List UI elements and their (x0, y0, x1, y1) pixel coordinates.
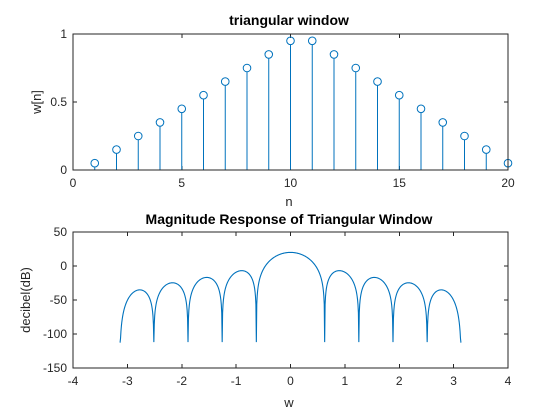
stem-marker (155, 118, 165, 127)
stem-plot-ytick-label: 0.5 (50, 95, 67, 109)
stem-plot-series (90, 36, 513, 170)
magnitude-plot-xtick-label: -1 (231, 374, 242, 388)
stem-plot-ylabel: w[n] (29, 90, 44, 115)
stem-plot-xtick-label: 5 (178, 176, 185, 190)
stem-marker (438, 118, 448, 127)
stem-marker (112, 145, 121, 154)
stem-plot-axes: triangular window n w[n] 0 5 10 15 20 0 0.5 1 (29, 12, 515, 209)
magnitude-plot-xtick-label: -4 (68, 374, 79, 388)
stem-marker (177, 104, 187, 114)
magnitude-plot-xtick-label: 3 (450, 374, 457, 388)
magnitude-plot-ytick-label: -50 (50, 293, 68, 307)
stem-plot-xtick-label: 20 (501, 176, 515, 190)
stem-marker (351, 63, 361, 73)
stem-marker (481, 145, 491, 154)
stem-marker (460, 131, 469, 141)
stem-plot-xlabel: n (285, 194, 292, 209)
magnitude-plot-ytick-label: -150 (43, 361, 67, 375)
magnitude-plot-xtick-label: 2 (396, 374, 403, 388)
stem-marker (307, 36, 317, 46)
stem-plot-ticks: 0 5 10 15 20 0 0.5 1 (50, 27, 515, 190)
stem-marker (220, 77, 230, 86)
stem-marker (394, 90, 404, 100)
stem-marker (416, 104, 426, 114)
magnitude-plot-frame (72, 231, 509, 369)
magnitude-plot-xtick-label: -3 (122, 374, 133, 388)
magnitude-plot-title: Magnitude Response of Triangular Window (146, 211, 433, 227)
magnitude-plot-ytick-label: -100 (43, 327, 67, 341)
magnitude-plot-xtick-label: -2 (176, 374, 187, 388)
magnitude-plot-ytick-label: 50 (54, 225, 68, 239)
stem-marker (286, 36, 295, 46)
magnitude-plot-xtick-label: 4 (505, 374, 512, 388)
stem-marker (242, 63, 252, 73)
stem-plot-xtick-label: 0 (70, 176, 77, 190)
stem-plot-ytick-label: 1 (60, 27, 67, 41)
stem-plot-xtick-label: 10 (284, 176, 298, 190)
stem-marker (264, 50, 274, 59)
magnitude-plot-axes: Magnitude Response of Triangular Window … (18, 211, 512, 410)
magnitude-plot-xtick-label: 0 (287, 374, 294, 388)
stem-marker (199, 90, 208, 100)
magnitude-plot-xtick-label: 1 (342, 374, 349, 388)
stem-marker (373, 77, 382, 86)
stem-plot-ytick-label: 0 (60, 163, 67, 177)
stem-plot-title: triangular window (229, 12, 349, 28)
magnitude-plot-ylabel: decibel(dB) (18, 267, 33, 333)
stem-marker (133, 131, 143, 141)
magnitude-plot-xlabel: w (283, 395, 294, 410)
stem-marker (329, 50, 339, 59)
stem-plot-frame (72, 33, 509, 171)
magnitude-plot-ticks: -4 -3 -2 -1 0 1 2 3 4 -150 -100 -50 0 50 (43, 225, 512, 388)
magnitude-response-line (119, 251, 462, 343)
stem-marker (90, 158, 100, 168)
magnitude-plot-ytick-label: 0 (60, 259, 67, 273)
magnitude-plot-series (119, 251, 462, 343)
stem-plot-xtick-label: 15 (393, 176, 407, 190)
